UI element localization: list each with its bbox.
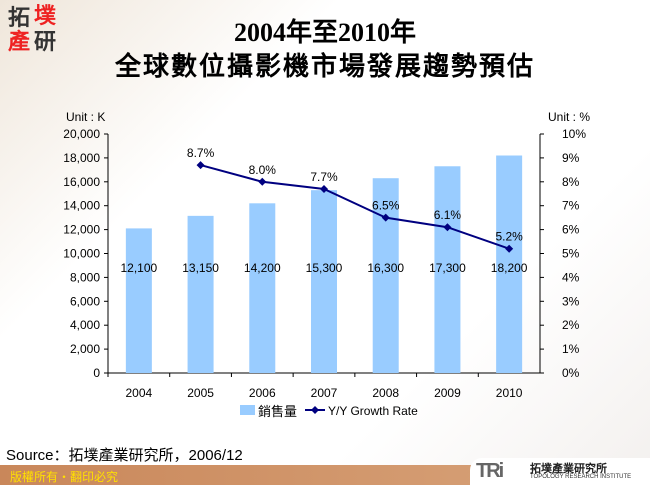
bar-label: 15,300 <box>306 261 343 275</box>
y2-tick-label: 4% <box>562 270 580 284</box>
growth-point <box>258 177 267 186</box>
y-tick-label: 16,000 <box>63 175 100 189</box>
y2-tick-label: 3% <box>562 294 580 308</box>
growth-point <box>320 184 328 193</box>
y2-tick-label: 6% <box>562 223 580 237</box>
x-tick-label: 2004 <box>126 386 153 400</box>
bar-label: 16,300 <box>367 261 404 275</box>
bar <box>434 166 461 373</box>
bar <box>249 203 276 373</box>
growth-label: 6.1% <box>434 208 462 222</box>
legend-label-line: Y/Y Growth Rate <box>328 404 418 418</box>
x-tick-label: 2009 <box>434 386 461 400</box>
y-tick-label: 6,000 <box>70 294 100 308</box>
growth-point <box>443 223 452 232</box>
growth-label: 6.5% <box>372 199 400 213</box>
logo: 拓墣 產研 <box>8 3 57 55</box>
legend-label-bar: 銷售量 <box>258 404 297 420</box>
y2-tick-label: 9% <box>562 151 580 165</box>
y-tick-label: 10,000 <box>63 247 100 261</box>
growth-label: 7.7% <box>310 170 338 184</box>
growth-point <box>196 161 205 170</box>
x-tick-label: 2008 <box>372 386 399 400</box>
growth-point <box>505 244 514 253</box>
y-tick-label: 18,000 <box>63 151 100 165</box>
growth-point <box>381 213 390 222</box>
y-tick-label: 8,000 <box>70 270 100 284</box>
bar-label: 13,150 <box>182 261 219 275</box>
brand-en: TOPOLOGY RESEARCH INSTITUTE <box>530 474 632 480</box>
bar-label: 18,200 <box>491 261 528 275</box>
y2-tick-label: 1% <box>562 342 580 356</box>
bar <box>187 215 214 373</box>
y-tick-label: 4,000 <box>70 318 100 332</box>
copyright: 版權所有・翻印必究 <box>10 470 119 484</box>
y-tick-label: 12,000 <box>63 223 100 237</box>
growth-label: 8.0% <box>249 163 277 177</box>
title-line1: 2004年至2010年 <box>233 18 416 47</box>
title-line2: 全球數位攝影機市場發展趨勢預估 <box>114 52 535 81</box>
bar <box>372 178 399 373</box>
y2-tick-label: 8% <box>562 175 580 189</box>
bar-label: 14,200 <box>244 261 281 275</box>
chart: 0 2,000 4,000 6,000 8,000 10,000 12,000 14,000 1… <box>63 127 586 420</box>
x-tick-label: 2005 <box>187 386 214 400</box>
y2-tick-label: 7% <box>562 199 580 213</box>
source-note: Source：拓墣產業研究所，2006/12 <box>6 447 243 464</box>
legend-marker-line <box>311 406 319 414</box>
bar <box>496 155 523 373</box>
y-tick-label: 2,000 <box>70 342 100 356</box>
y-tick-label: 20,000 <box>63 127 100 141</box>
left-unit: Unit : K <box>66 110 106 124</box>
y2-tick-label: 0% <box>562 366 580 380</box>
x-tick-label: 2010 <box>496 386 523 400</box>
y-tick-label: 14,000 <box>63 199 100 213</box>
brand-cn: 拓墣產業研究所 <box>530 463 607 475</box>
right-unit: Unit : % <box>548 110 591 124</box>
bar-label: 12,100 <box>121 261 158 275</box>
bar-label: 17,300 <box>429 261 466 275</box>
growth-label: 5.2% <box>495 230 523 244</box>
brand: TRi <box>476 460 504 482</box>
y2-tick-label: 10% <box>562 127 586 141</box>
x-tick-label: 2006 <box>249 386 276 400</box>
y2-tick-label: 2% <box>562 318 580 332</box>
y2-tick-label: 5% <box>562 247 580 261</box>
y-tick-label: 0 <box>93 366 100 380</box>
growth-line <box>200 164 510 250</box>
bar <box>125 228 152 373</box>
legend-swatch-bar <box>240 405 255 415</box>
growth-label: 8.7% <box>187 146 215 160</box>
x-tick-label: 2007 <box>311 386 338 400</box>
bar <box>311 190 337 373</box>
tri-logo: TRi 拓墣產業研究所 TOPOLOGY RESEARCH INSTITUTE <box>470 458 650 485</box>
